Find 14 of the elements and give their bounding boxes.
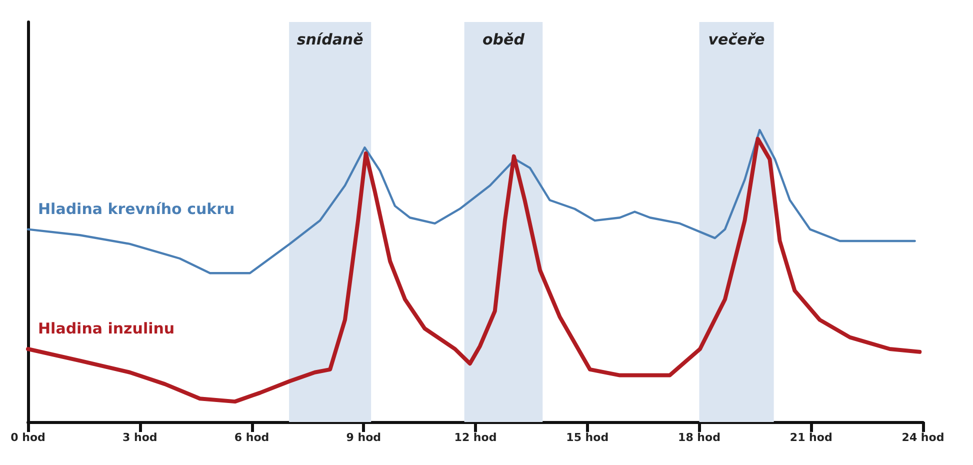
band-label: snídaně: [296, 30, 364, 48]
x-tick-label: 21 hod: [790, 431, 832, 444]
x-tick-label: 15 hod: [566, 431, 609, 444]
band-label: večeře: [708, 30, 765, 48]
x-tick-label: 3 hod: [122, 431, 158, 444]
x-tick-label: 18 hod: [678, 431, 720, 444]
x-tick-label: 9 hod: [346, 431, 381, 444]
x-tick-label: 12 hod: [454, 431, 497, 444]
x-tick-label: 0 hod: [10, 431, 46, 444]
band-label: oběd: [482, 30, 525, 48]
series-label: Hladina krevního cukru: [38, 200, 235, 218]
x-tick-label: 6 hod: [234, 431, 270, 444]
x-tick-label: 24 hod: [902, 431, 944, 444]
series-label: Hladina inzulinu: [38, 320, 175, 338]
